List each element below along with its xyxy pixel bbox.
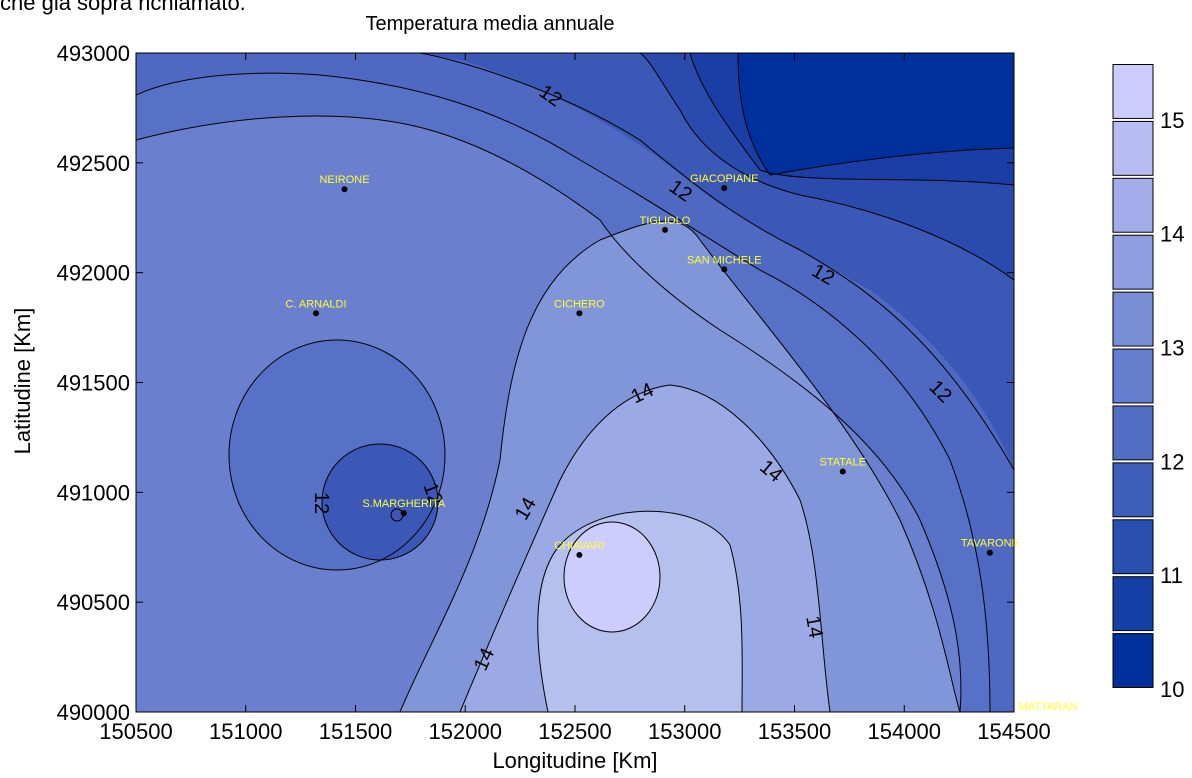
colorbar-swatch: [1112, 120, 1154, 176]
x-tick-label: 150500: [99, 719, 172, 744]
colorbar-tick-label: 11: [1160, 563, 1183, 588]
station-marker: [721, 185, 728, 192]
contour-line: [399, 220, 961, 712]
station-label: STATALE: [820, 456, 866, 468]
contour-line: [537, 510, 743, 712]
band-northeast-10: [738, 53, 1014, 175]
station-markers: NEIRONE GIACOPIANE TIGLIOLO SAN MICHELE C. A…: [285, 173, 1077, 713]
colorbar-swatch: [1112, 633, 1154, 688]
x-tick-label: 151000: [209, 719, 282, 744]
contour-line: [459, 384, 831, 712]
contour-line: [321, 443, 439, 561]
colorbar-tick-label: 10: [1160, 677, 1184, 702]
colorbar: 10 11 12 13 14 15: [1112, 64, 1184, 702]
station-marker: [661, 226, 668, 233]
station-marker: [576, 310, 583, 317]
colorbar-swatch: [1112, 234, 1154, 290]
y-tick-label: 491000: [57, 480, 130, 505]
contour-line: [639, 53, 1014, 281]
band-smargherita-inner: [322, 444, 438, 560]
station-label: S.MARGHERITA: [362, 498, 446, 510]
colorbar-swatch: [1112, 291, 1154, 347]
contour-line: [419, 53, 1014, 471]
x-tick-label: 153500: [758, 719, 831, 744]
y-tick-label: 490000: [57, 700, 130, 725]
contour-bands: [136, 53, 1014, 712]
x-tick-label: 154500: [977, 719, 1050, 744]
x-tick-label: 154000: [868, 719, 941, 744]
x-tick-label: 153000: [648, 719, 721, 744]
colorbar-swatch: [1112, 177, 1154, 233]
y-axis-label: Latitudine [Km]: [10, 308, 35, 455]
colorbar-tick-label: 15: [1160, 108, 1184, 133]
y-tick-label: 491500: [57, 371, 130, 396]
x-axis-label: Longitudine [Km]: [492, 748, 657, 773]
station-marker: [312, 310, 319, 317]
station-label: CHIAVARI: [554, 540, 604, 552]
x-axis: 150500 151000 151500 152000 152500 153000 1535…: [99, 53, 1051, 744]
colorbar-tick-label: 13: [1160, 336, 1184, 361]
y-tick-label: 493000: [57, 41, 130, 66]
colorbar-swatch: [1112, 576, 1154, 632]
station-marker: [400, 510, 407, 517]
y-tick-label: 492500: [57, 151, 130, 176]
contour-line: [689, 53, 1014, 186]
station-marker: [721, 266, 728, 273]
contour-line: [136, 72, 991, 712]
station-label: CICHERO: [554, 298, 605, 310]
contour-line: [136, 115, 962, 712]
contour-lines: [136, 53, 1014, 712]
y-tick-label: 490500: [57, 590, 130, 615]
station-label: SAN MICHELE: [687, 254, 762, 266]
contour-label: 14: [801, 614, 827, 640]
colorbar-tick-label: 12: [1160, 449, 1184, 474]
colorbar-swatch: [1112, 348, 1154, 404]
station-label: MATTARAN: [1019, 701, 1078, 713]
station-marker: [341, 186, 348, 193]
contour-line: [737, 53, 1014, 176]
station-label: TAVARONE: [961, 538, 1019, 550]
x-tick-label: 152500: [538, 719, 611, 744]
chart-title: Temperatura media annuale: [365, 13, 614, 35]
x-tick-label: 152000: [429, 719, 502, 744]
colorbar-swatch: [1112, 64, 1154, 119]
colorbar-swatch: [1112, 462, 1154, 518]
y-axis: 490000 490500 491000 491500 492000 492500 4930…: [57, 41, 1014, 725]
contour-label: 12: [310, 492, 332, 514]
x-tick-label: 151500: [319, 719, 392, 744]
station-marker: [839, 468, 846, 475]
contour-line: [228, 339, 446, 571]
station-label: TIGLIOLO: [640, 215, 691, 227]
y-tick-label: 492000: [57, 261, 130, 286]
colorbar-swatch: [1112, 405, 1154, 461]
station-label: GIACOPIANE: [690, 173, 758, 185]
clipped-body-text: che già sopra richiamato.: [0, 0, 246, 15]
station-label: C. ARNALDI: [285, 298, 346, 310]
station-label: NEIRONE: [319, 174, 369, 186]
contour-line: [563, 521, 661, 633]
colorbar-tick-label: 14: [1160, 222, 1184, 247]
station-marker: [576, 551, 583, 558]
station-marker: [986, 549, 993, 556]
colorbar-swatch: [1112, 519, 1154, 575]
band-chiavari-core: [564, 522, 660, 632]
